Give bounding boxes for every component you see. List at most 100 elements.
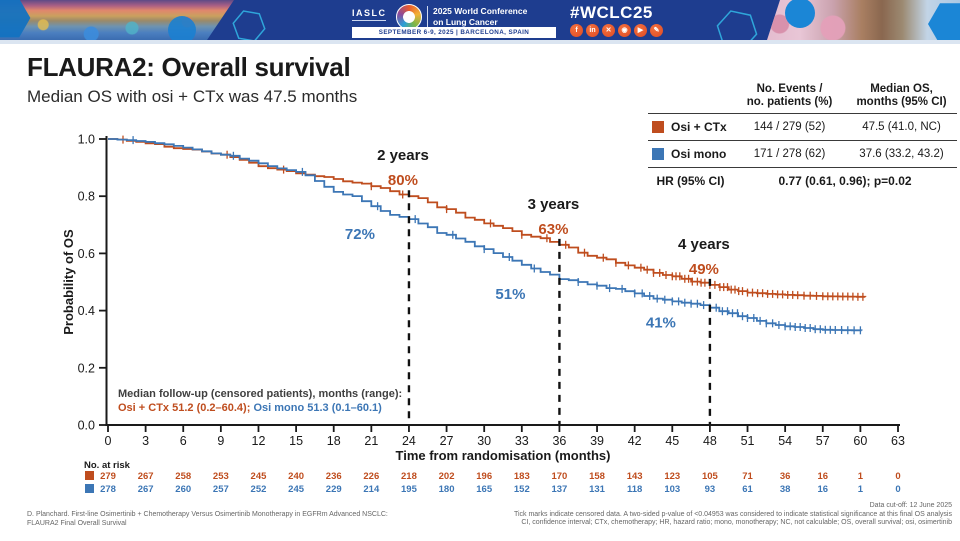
circle-decoration [168, 16, 196, 40]
series-name: Osi + CTx [671, 120, 727, 134]
at-risk-value: 0 [895, 484, 900, 495]
at-risk-value: 143 [627, 471, 643, 482]
youtube-icon[interactable]: ▶ [634, 24, 647, 37]
at-risk-value: 258 [175, 471, 191, 482]
at-risk-value: 36 [780, 471, 791, 482]
milestone-pct-osi-mono: 41% [646, 315, 676, 332]
y-tick-label: 0.8 [78, 190, 95, 204]
milestone-pct-osi-mono: 51% [495, 286, 525, 303]
y-axis-label: Probability of OS [61, 229, 76, 335]
at-risk-value: 252 [251, 484, 267, 495]
x-axis-label: Time from randomisation (months) [396, 448, 611, 463]
banner-bottom-strip [0, 40, 960, 44]
x-tick-label: 33 [515, 434, 529, 448]
at-risk-value: 218 [401, 471, 417, 482]
significance-note: Tick marks indicate censored data. A two… [513, 510, 952, 518]
at-risk-value: 118 [627, 484, 642, 495]
milestone-label: 3 years [528, 196, 580, 213]
linkedin-icon[interactable]: in [586, 24, 599, 37]
instagram-icon[interactable]: ◉ [618, 24, 631, 37]
conference-hashtag: #WCLC25 [570, 3, 653, 22]
iaslc-logo-line [352, 20, 386, 21]
iaslc-label: IASLC [352, 8, 387, 18]
median-followup-osi-mono: Osi mono 51.3 (0.1–60.1) [250, 401, 382, 414]
at-risk-value: 245 [288, 484, 305, 495]
at-risk-value: 214 [363, 484, 380, 495]
events-value: 144 / 279 (52) [753, 121, 826, 133]
x-tick-label: 57 [816, 434, 830, 448]
at-risk-value: 105 [702, 471, 719, 482]
at-risk-value: 16 [817, 471, 828, 482]
x-tick-label: 15 [289, 434, 303, 448]
at-risk-value: 170 [551, 471, 567, 482]
banner-decorations [0, 0, 960, 40]
median-followup-note: Median follow-up (censored patients), mo… [118, 388, 402, 415]
at-risk-value: 240 [288, 471, 304, 482]
at-risk-value: 93 [705, 484, 716, 495]
x-tick-label: 42 [628, 434, 642, 448]
notes-footer: Data cut-off: 12 June 2025 Tick marks in… [514, 502, 952, 528]
at-risk-value: 196 [476, 471, 492, 482]
events-value: 171 / 278 (62) [753, 148, 826, 160]
x-tick-label: 18 [327, 434, 341, 448]
hr-value: 0.77 (0.61, 0.96); p=0.02 [778, 173, 912, 188]
at-risk-value: 226 [363, 471, 379, 482]
series-name: Osi mono [671, 147, 727, 161]
summary-row-osi-ctx: Osi + CTx 144 / 279 (52) 47.5 (41.0, NC) [648, 113, 957, 140]
at-risk-value: 137 [551, 484, 567, 495]
at-risk-label: No. at risk [84, 460, 131, 471]
y-tick-label: 0.6 [78, 247, 95, 261]
y-tick-label: 0.4 [78, 304, 95, 318]
x-tick-label: 30 [477, 434, 491, 448]
at-risk-value: 236 [326, 471, 342, 482]
summary-row-osi-mono: Osi mono 171 / 278 (62) 37.6 (33.2, 43.2… [648, 140, 957, 167]
data-cutoff-note: Data cut-off: 12 June 2025 [869, 502, 952, 509]
at-risk-value: 0 [895, 471, 900, 482]
milestone-pct-osi-ctx: 49% [689, 261, 719, 278]
conference-banner: IASLC 2025 World Conference on Lung Canc… [0, 0, 960, 40]
conference-title-line2: on Lung Cancer [433, 16, 498, 27]
wclc-logo [396, 4, 422, 30]
x-tick-label: 27 [440, 434, 454, 448]
x-tick-label: 54 [778, 434, 792, 448]
at-risk-value: 202 [439, 471, 455, 482]
x-tick-label: 12 [252, 434, 266, 448]
iaslc-logo: IASLC [352, 8, 387, 21]
facebook-icon[interactable]: f [570, 24, 583, 37]
at-risk-value: 131 [589, 484, 606, 495]
conference-title: 2025 World Conference on Lung Cancer [433, 6, 527, 27]
brush-icon[interactable]: ✎ [650, 24, 663, 37]
at-risk-value: 245 [251, 471, 268, 482]
summary-table-header-row: No. Events / no. patients (%) Median OS,… [648, 83, 957, 113]
y-tick-label: 0.2 [78, 361, 95, 375]
osi-ctx-color-swatch [652, 121, 664, 133]
summary-header-median: Median OS, months (95% CI) [856, 83, 947, 108]
x-tick-label: 21 [364, 434, 378, 448]
x-tick-label: 0 [105, 434, 112, 448]
social-icons-row: f in ✕ ◉ ▶ ✎ [570, 24, 663, 37]
hazard-ratio-row: HR (95% CI) 0.77 (0.61, 0.96); p=0.02 [648, 167, 957, 193]
at-risk-value: 165 [476, 484, 493, 495]
at-risk-value: 158 [589, 471, 605, 482]
milestone-label: 4 years [678, 236, 730, 253]
x-icon[interactable]: ✕ [602, 24, 615, 37]
conference-date-location: SEPTEMBER 6-9, 2025 | BARCELONA, SPAIN [352, 27, 556, 38]
at-risk-value: 278 [100, 484, 116, 495]
abbreviations-note: CI, confidence interval; CTx, chemothera… [521, 519, 952, 526]
median-followup-values: Osi + CTx 51.2 (0.2–60.4); Osi mono 51.3… [118, 402, 402, 416]
at-risk-value: 38 [780, 484, 791, 495]
page-title: FLAURA2: Overall survival [27, 52, 351, 82]
at-risk-value: 71 [742, 471, 753, 482]
x-tick-label: 3 [142, 434, 149, 448]
x-tick-label: 6 [180, 434, 187, 448]
x-tick-label: 36 [552, 434, 566, 448]
at-risk-value: 279 [100, 471, 116, 482]
at-risk-value: 16 [817, 484, 828, 495]
x-tick-label: 24 [402, 434, 416, 448]
summary-header-events: No. Events / no. patients (%) [746, 83, 833, 108]
at-risk-value: 1 [858, 484, 864, 495]
os-summary-table: No. Events / no. patients (%) Median OS,… [648, 83, 957, 193]
at-risk-value: 260 [175, 484, 191, 495]
milestone-pct-osi-ctx: 80% [388, 172, 418, 189]
